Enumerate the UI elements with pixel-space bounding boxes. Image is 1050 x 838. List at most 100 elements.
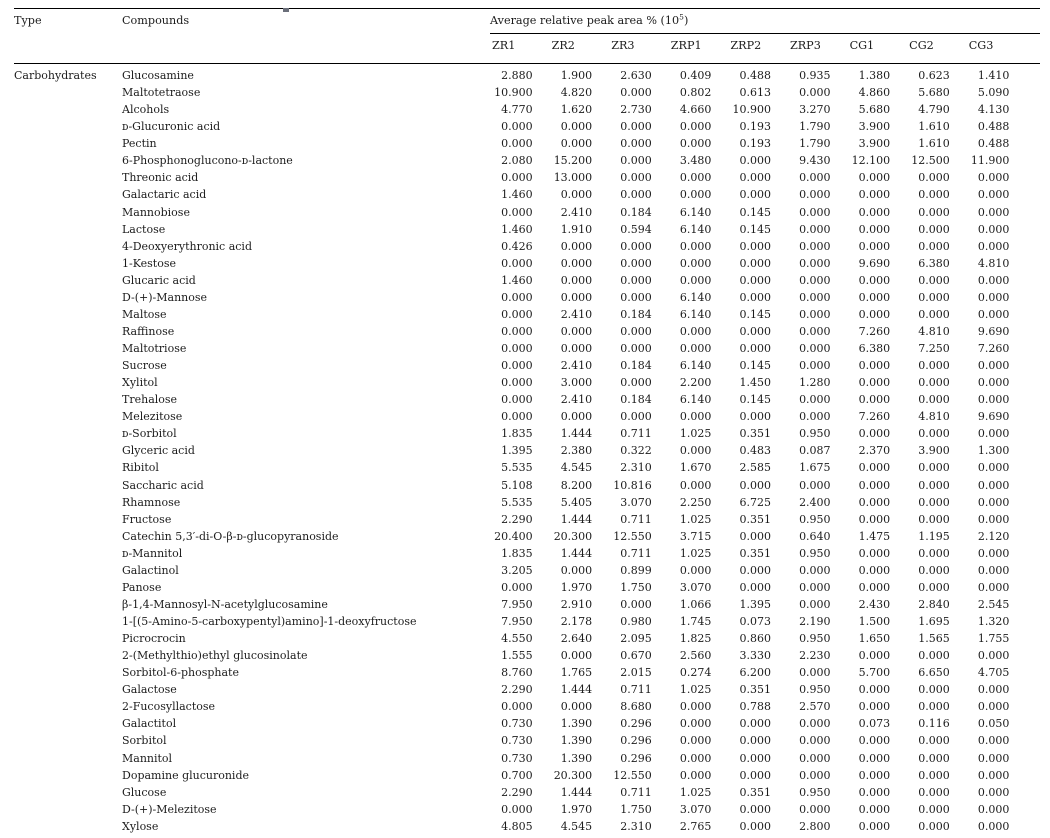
value-cell: 0.950: [799, 546, 831, 560]
value-cell: 3.070: [679, 802, 712, 816]
row-filler-cell: [1026, 477, 1040, 494]
value-cell: 0.640: [799, 529, 831, 543]
value-cell: 0.000: [501, 137, 533, 151]
value-cell: 1.390: [560, 751, 593, 765]
table-row: Rhamnose 5.535 5.405 3.070 2.250 6.725 2.400 0…: [14, 494, 1040, 511]
compound-cell: Ribitol: [122, 461, 159, 475]
value-cell: 0.000: [560, 256, 593, 270]
value-cell: 0.000: [799, 359, 831, 373]
value-cell: 0.000: [977, 205, 1010, 219]
compound-cell: Threonic acid: [122, 171, 199, 185]
value-cell: 12.500: [911, 154, 950, 168]
value-cell: 2.430: [858, 597, 891, 611]
value-cell: 0.145: [739, 205, 771, 219]
value-cell: 0.000: [799, 751, 831, 765]
value-cell: 0.000: [739, 734, 771, 748]
value-cell: 1.460: [501, 222, 533, 236]
value-cell: 0.000: [918, 734, 950, 748]
value-cell: 0.000: [560, 700, 593, 714]
value-cell: 4.705: [977, 666, 1010, 680]
value-cell: 1.025: [679, 512, 712, 526]
value-cell: 3.715: [679, 529, 712, 543]
value-cell: 0.711: [620, 785, 652, 799]
value-cell: 0.000: [799, 478, 831, 492]
type-cell: [14, 579, 122, 596]
value-cell: 1.670: [679, 461, 712, 475]
type-cell: [14, 732, 122, 749]
value-cell: 0.000: [977, 768, 1010, 782]
type-cell: [14, 135, 122, 152]
value-cell: 3.480: [679, 154, 712, 168]
value-cell: 0.000: [501, 256, 533, 270]
value-cell: 3.900: [858, 137, 891, 151]
value-cell: 0.000: [620, 376, 652, 390]
value-cell: 2.765: [679, 819, 712, 833]
column-header-sample: ZRP1: [668, 33, 729, 64]
value-cell: 4.550: [501, 632, 533, 646]
compound-cell: Sorbitol-6-phosphate: [122, 666, 239, 680]
value-cell: 6.140: [679, 393, 712, 407]
row-filler-cell: [1026, 647, 1040, 664]
value-cell: 0.000: [799, 273, 831, 287]
column-header-type: Type: [14, 8, 122, 64]
value-cell: 2.015: [620, 666, 652, 680]
value-cell: 2.410: [560, 359, 593, 373]
table-row: Glucaric acid 1.460 0.000 0.000 0.000 0.000 0…: [14, 272, 1040, 289]
value-cell: 20.300: [553, 529, 593, 543]
value-cell: 0.000: [679, 188, 712, 202]
value-cell: 0.000: [799, 580, 831, 594]
value-cell: 0.296: [620, 751, 652, 765]
table-row: 4-Deoxyerythronic acid 0.426 0.000 0.000 0.…: [14, 238, 1040, 255]
value-cell: 0.000: [858, 802, 891, 816]
value-cell: 0.322: [620, 444, 652, 458]
value-cell: 4.660: [679, 103, 712, 117]
value-cell: 0.000: [918, 751, 950, 765]
value-cell: 8.760: [501, 666, 533, 680]
table-row: ᴅ-Glucuronic acid 0.000 0.000 0.000 0.000 0.…: [14, 118, 1040, 135]
table-row: Galactitol 0.730 1.390 0.296 0.000 0.000 0.00…: [14, 715, 1040, 732]
value-cell: 15.200: [553, 154, 593, 168]
value-cell: 0.788: [739, 700, 771, 714]
value-cell: 0.296: [620, 734, 652, 748]
value-cell: 0.000: [918, 359, 950, 373]
value-cell: 5.680: [918, 86, 950, 100]
value-cell: 0.000: [918, 563, 950, 577]
value-cell: 0.950: [799, 427, 831, 441]
compound-cell: 2-(Methylthio)ethyl glucosinolate: [122, 649, 308, 663]
value-cell: 2.880: [501, 69, 533, 82]
row-filler-cell: [1026, 818, 1040, 835]
value-cell: 2.585: [739, 461, 771, 475]
type-cell: [14, 323, 122, 340]
table-row: Alcohols 4.770 1.620 2.730 4.660 10.900 3.270…: [14, 101, 1040, 118]
value-cell: 0.000: [799, 597, 831, 611]
value-cell: 0.000: [858, 734, 891, 748]
value-cell: 0.000: [739, 478, 771, 492]
row-filler-cell: [1026, 442, 1040, 459]
value-cell: 0.000: [501, 410, 533, 424]
value-cell: 0.145: [739, 393, 771, 407]
value-cell: 0.000: [679, 120, 712, 134]
row-filler-cell: [1026, 784, 1040, 801]
value-cell: 0.711: [620, 512, 652, 526]
type-cell: [14, 494, 122, 511]
value-cell: 6.140: [679, 222, 712, 236]
value-cell: 2.200: [679, 376, 712, 390]
superscript-exponent: 5: [679, 12, 684, 22]
value-cell: 0.000: [858, 188, 891, 202]
compound-cell: Raffinose: [122, 324, 175, 338]
row-filler-cell: [1026, 494, 1040, 511]
type-cell: [14, 272, 122, 289]
value-cell: 0.000: [977, 785, 1010, 799]
type-cell: [14, 169, 122, 186]
value-cell: 1.610: [918, 137, 950, 151]
value-cell: 0.000: [739, 717, 771, 731]
value-cell: 2.290: [501, 683, 533, 697]
type-cell: [14, 477, 122, 494]
row-filler-cell: [1026, 84, 1040, 101]
compound-cell: Galactose: [122, 683, 177, 697]
value-cell: 1.025: [679, 683, 712, 697]
column-header-peak-area: Average relative peak area % (105): [490, 8, 1040, 34]
value-cell: 0.000: [858, 700, 891, 714]
value-cell: 0.935: [799, 69, 831, 82]
value-cell: 0.000: [679, 444, 712, 458]
